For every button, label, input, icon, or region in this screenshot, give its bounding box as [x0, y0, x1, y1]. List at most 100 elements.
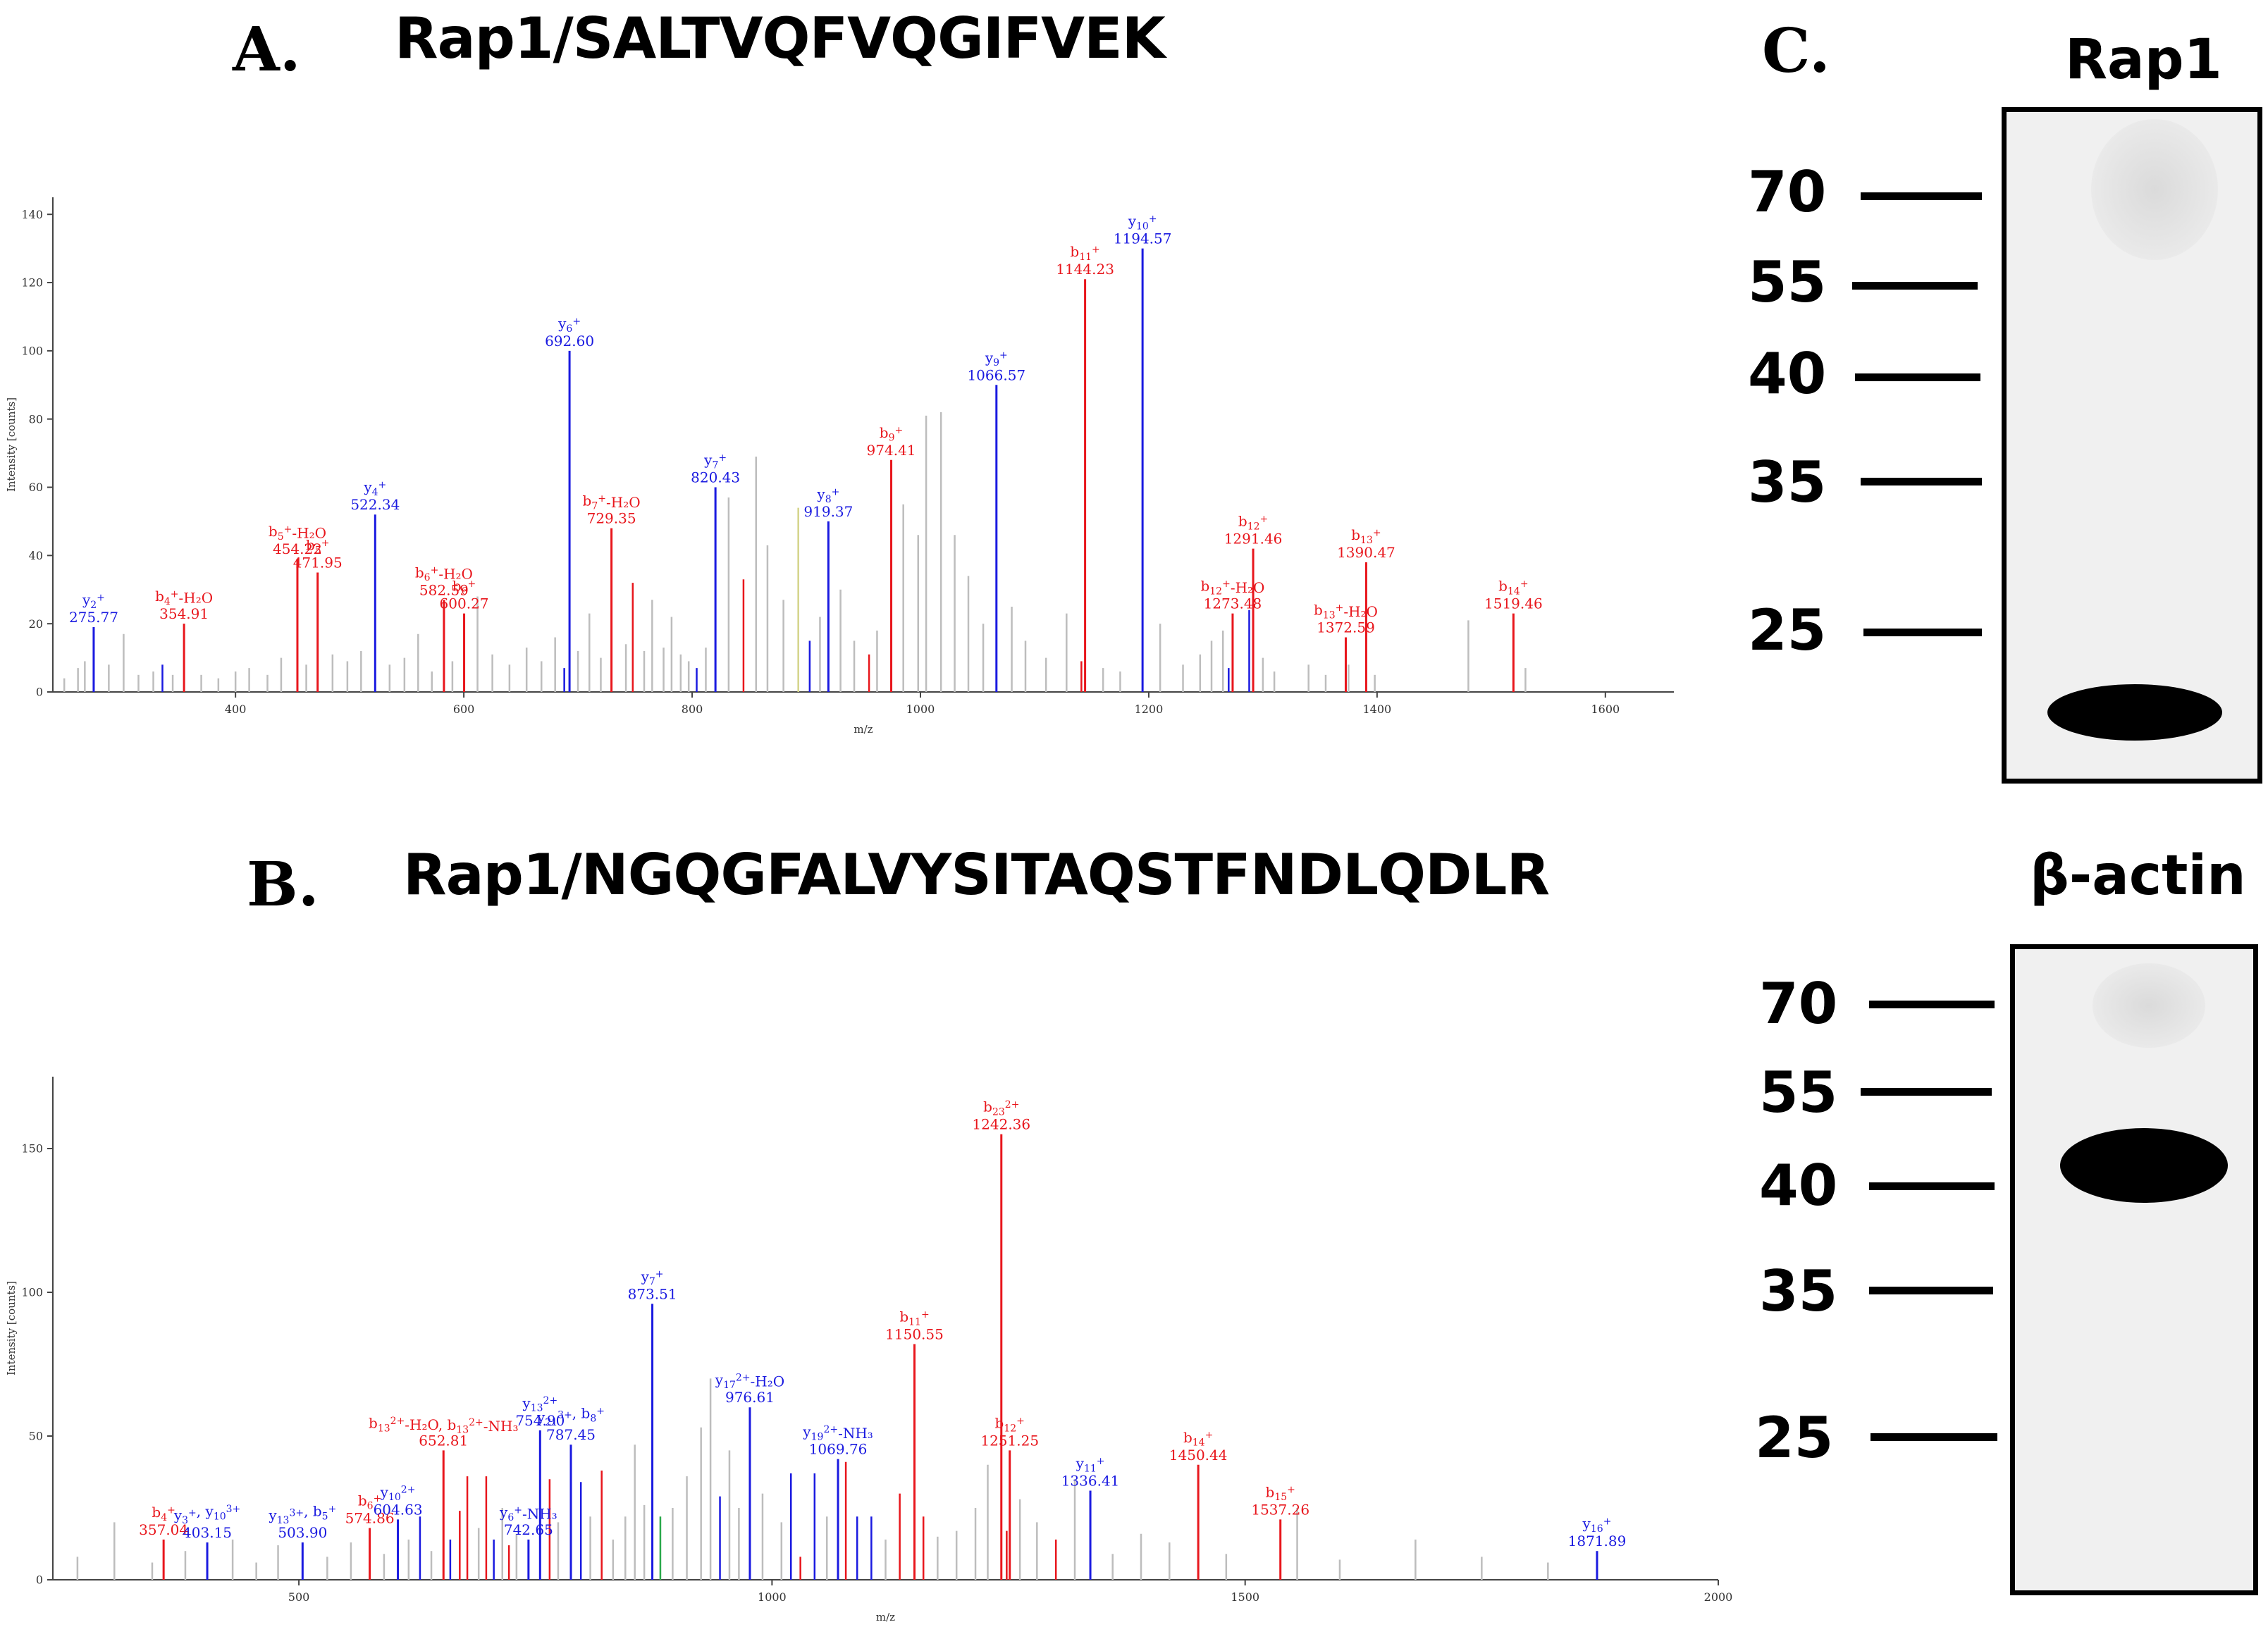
peak-mz-label: 1150.55: [885, 1325, 944, 1342]
peak-ion-label: b11+: [1070, 243, 1099, 263]
peak-mz-label: 582.59: [419, 581, 469, 598]
marker-25-bottom: 25: [1755, 1405, 1834, 1471]
x-tick-label: 800: [682, 703, 703, 716]
peak-mz-label: 354.91: [159, 605, 209, 622]
peak-ion-label: y16+: [1582, 1515, 1612, 1535]
peak-mz-label: 1251.25: [980, 1432, 1039, 1449]
peak-ion-label: y6+-NH₃: [499, 1504, 557, 1523]
marker-55-bottom: 55: [1759, 1060, 1838, 1125]
peak-mz-label: 974.41: [867, 442, 916, 459]
peak-mz-label: 1537.26: [1251, 1501, 1309, 1518]
marker-40-bottom: 40: [1759, 1153, 1838, 1218]
y-tick-label: 60: [29, 481, 43, 494]
peak-ion-label: b12+-H₂O: [1200, 578, 1264, 598]
peak-ion-label: b4+: [152, 1504, 175, 1523]
peak-mz-label: 1871.89: [1568, 1533, 1627, 1549]
peak-mz-label: 503.90: [278, 1524, 327, 1541]
panel-a-title: Rap1/SALTVQFVQGIFVEK: [395, 6, 1166, 71]
peak-mz-label: 754.90: [515, 1412, 565, 1429]
marker-40-bottom-line: [1869, 1182, 1995, 1190]
y-tick-label: 100: [21, 1286, 43, 1299]
marker-70-bottom: 70: [1759, 971, 1838, 1037]
peak-mz-label: 574.86: [345, 1510, 395, 1527]
panel-a-letter: A.: [233, 14, 301, 85]
peak-ion-label: b15+: [1266, 1483, 1295, 1503]
peak-mz-label: 729.35: [587, 510, 636, 527]
blot-actin-smear: [2093, 963, 2205, 1048]
peak-mz-label: 275.77: [69, 609, 118, 626]
peak-ion-label: y213+, b8+: [536, 1405, 605, 1429]
x-axis-label: m/z: [876, 1611, 895, 1623]
peak-ion-label: b13+: [1351, 526, 1381, 546]
peak-mz-label: 976.61: [725, 1389, 775, 1406]
peak-mz-label: 1519.46: [1484, 595, 1543, 612]
peak-ion-label: y8+: [816, 485, 839, 505]
spectrum-b-chart: 0 50 100 150 500 1000 1500 2000 m/z Intensity [co…: [5, 1077, 1733, 1623]
peak-ion-label: b5+-H₂O: [269, 523, 326, 543]
x-tick-label: 1000: [758, 1590, 787, 1604]
marker-25-bottom-line: [1871, 1433, 1997, 1441]
peak-ion-label: b6+-H₂O: [415, 564, 473, 583]
y-tick-label: 0: [36, 1573, 43, 1587]
y-tick-label: 50: [29, 1430, 43, 1443]
peak-mz-label: 357.04: [139, 1521, 188, 1538]
peak-ion-label: y7+: [703, 452, 727, 471]
y-tick-label: 80: [29, 412, 43, 426]
peak-mz-label: 1390.47: [1337, 544, 1395, 561]
peak-mz-label: 1450.44: [1169, 1447, 1228, 1464]
panel-b-letter: B.: [247, 849, 319, 920]
peak-ion-label: y3+, y103+: [173, 1502, 240, 1526]
blot-rap1-membrane: [2002, 107, 2262, 784]
peak-ion-label: b132+-H₂O, b132+-NH₃: [369, 1414, 518, 1435]
x-tick-label: 1000: [906, 703, 935, 716]
blot-actin-band: [2060, 1128, 2228, 1203]
x-tick-label: 400: [225, 703, 247, 716]
peak-mz-label: 522.34: [350, 496, 400, 513]
peak-ion-label: b14+: [1183, 1429, 1213, 1449]
x-tick-label: 1600: [1591, 703, 1620, 716]
peak-ion-label: b13+-H₂O: [1314, 602, 1378, 621]
blot-actin-title: β-actin: [2030, 844, 2246, 908]
peak-mz-label: 1336.41: [1061, 1473, 1120, 1490]
x-tick-label: 500: [288, 1590, 310, 1604]
y-tick-label: 120: [21, 276, 43, 290]
peak-ion-label: y2+: [82, 591, 105, 611]
marker-70-top-line: [1861, 192, 1982, 200]
y-tick-label: 150: [21, 1142, 43, 1156]
marker-70-bottom-line: [1869, 1001, 1995, 1008]
peak-mz-label: 1194.57: [1114, 230, 1172, 247]
peak-mz-label: 652.81: [419, 1432, 468, 1449]
marker-35-bottom-line: [1869, 1287, 1993, 1294]
peak-ion-label: y6+: [557, 315, 581, 335]
peak-mz-label: 403.15: [183, 1524, 232, 1541]
peak-mz-label: 604.63: [374, 1501, 423, 1518]
peak-ion-label: b7+-H₂O: [583, 493, 641, 512]
peak-ion-label: y10+: [1128, 213, 1157, 233]
peak-ion-label: b6+: [358, 1492, 381, 1512]
y-tick-label: 0: [36, 686, 43, 699]
blot-actin-membrane: [2010, 944, 2258, 1595]
peak-mz-label: 1144.23: [1056, 261, 1114, 278]
x-tick-label: 2000: [1704, 1590, 1733, 1604]
y-tick-label: 100: [21, 344, 43, 357]
peak-ion-label: b11+: [899, 1308, 929, 1328]
peak-mz-label: 873.51: [628, 1285, 677, 1302]
peak-mz-label: 820.43: [691, 469, 740, 486]
marker-55-top: 55: [1748, 249, 1827, 315]
marker-40-top: 40: [1748, 341, 1827, 407]
peak-ion-label: b14+: [1498, 578, 1528, 598]
peak-mz-label: 471.95: [293, 555, 343, 571]
peak-ion-label: y7+: [641, 1268, 664, 1287]
peak-ion-label: b4+-H₂O: [155, 588, 213, 607]
x-tick-label: 1400: [1363, 703, 1392, 716]
x-axis-label: m/z: [853, 723, 873, 736]
y-tick-label: 40: [29, 549, 43, 562]
peak-mz-label: 787.45: [546, 1426, 596, 1443]
peak-mz-label: 1242.36: [972, 1116, 1030, 1133]
peak-ion-label: y172+-H₂O: [715, 1371, 784, 1391]
marker-35-top-line: [1861, 478, 1982, 485]
y-axis-label: Intensity [counts]: [5, 397, 18, 492]
panel-c-letter: C.: [1762, 16, 1830, 87]
peak-mz-label: 1273.48: [1204, 595, 1262, 612]
marker-35-top: 35: [1748, 450, 1827, 515]
